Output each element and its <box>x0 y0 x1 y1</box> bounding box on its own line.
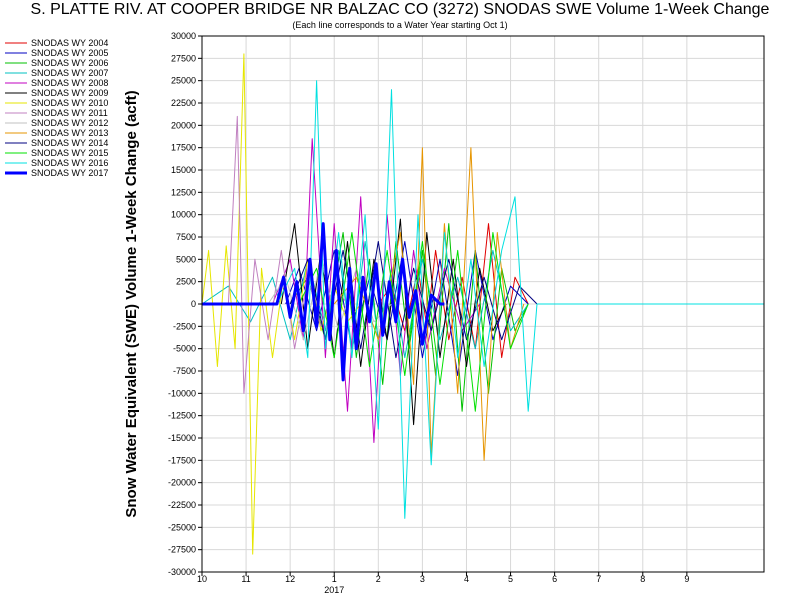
x-tick-label: 7 <box>596 574 601 584</box>
legend-entry: SNODAS WY 2014 <box>31 138 108 148</box>
y-axis-ticks: 3000027500250002250020000175001500012500… <box>168 31 202 577</box>
legend-entry: SNODAS WY 2015 <box>31 148 108 158</box>
y-tick-label: -15000 <box>168 433 196 443</box>
x-tick-label: 2 <box>376 574 381 584</box>
series-line-snodas-wy-2016 <box>202 80 764 519</box>
y-tick-label: 17500 <box>171 143 196 153</box>
x-tick-label: 1 <box>332 574 337 584</box>
legend-entry: SNODAS WY 2010 <box>31 98 108 108</box>
legend-entry: SNODAS WY 2006 <box>31 58 108 68</box>
y-tick-label: 2500 <box>176 277 196 287</box>
x-tick-label: 3 <box>420 574 425 584</box>
x-tick-label: 10 <box>197 574 207 584</box>
y-tick-label: 7500 <box>176 232 196 242</box>
y-tick-label: 27500 <box>171 53 196 63</box>
y-tick-label: 30000 <box>171 31 196 41</box>
chart-subtitle: (Each line corresponds to a Water Year s… <box>292 20 508 30</box>
chart-title: S. PLATTE RIV. AT COOPER BRIDGE NR BALZA… <box>30 1 770 18</box>
y-axis-label: Snow Water Equivalent (SWE) Volume 1-Wee… <box>123 90 140 517</box>
y-tick-label: 5000 <box>176 254 196 264</box>
legend-entry: SNODAS WY 2011 <box>31 108 108 118</box>
y-tick-label: -20000 <box>168 478 196 488</box>
x-tick-label: 11 <box>241 574 250 584</box>
y-tick-label: -22500 <box>168 500 196 510</box>
y-tick-label: 25000 <box>171 76 196 86</box>
x-year-label: 2017 <box>324 585 344 595</box>
x-tick-label: 6 <box>552 574 557 584</box>
legend-entry: SNODAS WY 2017 <box>31 168 108 178</box>
legend-entry: SNODAS WY 2012 <box>31 118 108 128</box>
legend-entry: SNODAS WY 2009 <box>31 88 108 98</box>
y-tick-label: -2500 <box>173 321 196 331</box>
y-tick-label: -25000 <box>168 522 196 532</box>
series-lines <box>201 53 764 555</box>
legend-entry: SNODAS WY 2016 <box>31 158 108 168</box>
y-tick-label: -7500 <box>173 366 196 376</box>
y-tick-label: 20000 <box>171 120 196 130</box>
series-line-snodas-wy-2017 <box>202 222 445 382</box>
legend-entry: SNODAS WY 2008 <box>31 78 108 88</box>
legend-entry: SNODAS WY 2004 <box>31 38 108 48</box>
y-tick-label: -5000 <box>173 344 196 354</box>
y-tick-label: 12500 <box>171 187 196 197</box>
y-tick-label: 0 <box>191 299 196 309</box>
x-tick-label: 8 <box>640 574 645 584</box>
y-tick-label: -12500 <box>168 411 196 421</box>
legend-entry: SNODAS WY 2007 <box>31 68 108 78</box>
y-tick-label: 22500 <box>171 98 196 108</box>
legend-entry: SNODAS WY 2005 <box>31 48 108 58</box>
x-tick-label: 4 <box>464 574 469 584</box>
series-line-snodas-wy-2008 <box>272 138 481 443</box>
x-tick-label: 9 <box>684 574 689 584</box>
y-tick-label: -10000 <box>168 388 196 398</box>
y-tick-label: -27500 <box>168 545 196 555</box>
y-tick-label: 15000 <box>171 165 196 175</box>
legend-entry: SNODAS WY 2013 <box>31 128 108 138</box>
y-tick-label: 10000 <box>171 210 196 220</box>
x-tick-label: 12 <box>285 574 295 584</box>
x-tick-label: 5 <box>508 574 513 584</box>
y-tick-label: -30000 <box>168 567 196 577</box>
y-tick-label: -17500 <box>168 455 196 465</box>
